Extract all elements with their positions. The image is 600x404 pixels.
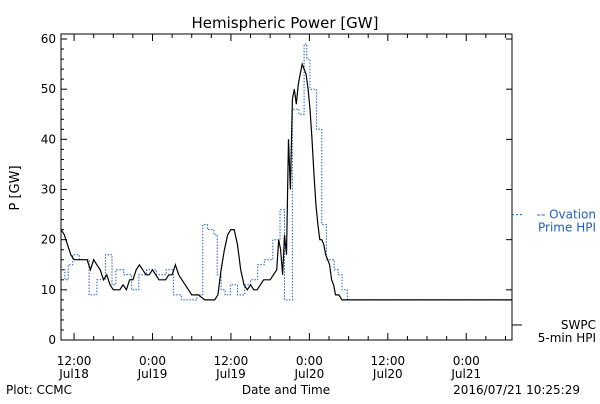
x-tick-label-date: Jul21	[450, 367, 481, 381]
x-tick-label-date: Jul19	[137, 367, 168, 381]
footer-plot-source: Plot: CCMC	[6, 383, 72, 397]
y-tick-label: 0	[48, 333, 56, 347]
y-axis: 0 10 20 30 40 50 60	[41, 32, 512, 347]
x-tick-label-time: 0:00	[453, 354, 480, 368]
plot-frame	[60, 33, 513, 341]
x-tick-label-date: Jul19	[215, 367, 246, 381]
x-axis: 12:00Jul180:00Jul1912:00Jul190:00Jul2012…	[57, 34, 506, 381]
series-layer	[60, 43, 512, 301]
x-tick-label-time: 12:00	[57, 354, 92, 368]
legend-sublabel-ovation: Prime HPI	[538, 221, 596, 235]
y-tick-label: 30	[41, 183, 56, 197]
y-tick-label: 40	[41, 132, 56, 146]
x-tick-label-date: Jul20	[294, 367, 325, 381]
x-tick-label-date: Jul18	[58, 367, 89, 381]
legend-sublabel-swpc: 5-min HPI	[538, 331, 596, 345]
y-tick-label: 60	[41, 32, 56, 46]
series-line-swpc	[60, 61, 512, 301]
x-tick-label-time: 0:00	[296, 354, 323, 368]
x-tick-label-time: 12:00	[371, 354, 406, 368]
x-tick-label-time: 12:00	[214, 354, 249, 368]
x-axis-label: Date and Time	[242, 383, 330, 397]
y-tick-label: 20	[41, 233, 56, 247]
y-tick-label: 50	[41, 82, 56, 96]
x-tick-label-time: 0:00	[139, 354, 166, 368]
legend-label-swpc: SWPC	[561, 318, 596, 332]
legend-label-ovation: -- Ovation	[537, 208, 596, 222]
footer-timestamp: 2016/07/21 10:25:29	[453, 383, 580, 397]
series-line-ovation	[61, 43, 512, 301]
x-tick-label-date: Jul20	[372, 367, 403, 381]
chart-title: Hemispheric Power [GW]	[192, 14, 379, 32]
y-tick-label: 10	[41, 283, 56, 297]
y-axis-label: P [GW]	[8, 165, 23, 210]
